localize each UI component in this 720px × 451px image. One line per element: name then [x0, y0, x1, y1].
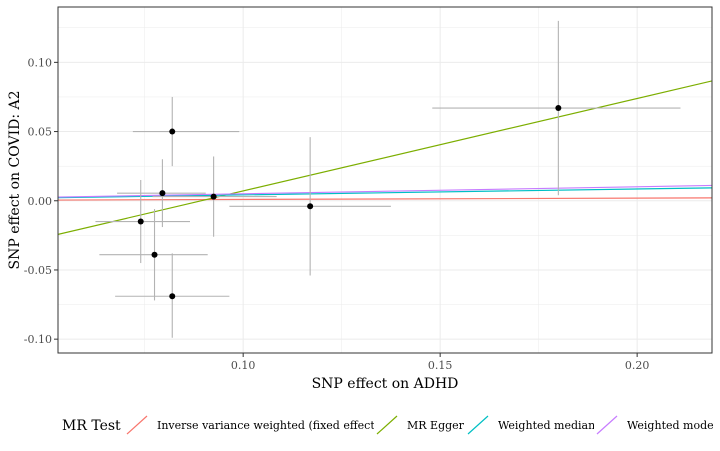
- grid: [58, 7, 712, 353]
- x-tick-label-0: 0.10: [231, 359, 256, 372]
- legend-label-2: Weighted median: [498, 419, 595, 432]
- x-tick-label-1: 0.15: [428, 359, 453, 372]
- data-point-1: [159, 190, 166, 197]
- legend-key-3: [596, 415, 618, 435]
- regression-line-1: [58, 80, 712, 235]
- regression-lines: [58, 80, 712, 235]
- regression-line-2: [58, 187, 712, 199]
- legend-title: MR Test: [62, 418, 121, 434]
- panel-border: [57, 6, 713, 354]
- data-point-5: [210, 193, 217, 200]
- error-bars: [95, 20, 681, 338]
- legend-label-1: MR Egger: [407, 419, 465, 432]
- legend-key-2: [467, 415, 489, 435]
- legend-key-0: [126, 415, 148, 435]
- axis-ticks: 0.10 0.15 0.20 0.10 0.05 0.00 -0.05 -0.10: [24, 56, 650, 372]
- regression-line-3: [58, 184, 712, 198]
- legend: MR Test Inverse variance weighted (fixed…: [62, 413, 714, 437]
- legend-label-3: Weighted mode: [627, 419, 714, 432]
- y-tick-label-1: 0.05: [28, 126, 53, 139]
- y-tick-label-2: 0.00: [28, 195, 53, 208]
- data-point-2: [137, 218, 144, 225]
- data-point-4: [169, 293, 176, 300]
- data-points: [137, 105, 562, 300]
- x-axis-title: SNP effect on ADHD: [312, 376, 459, 392]
- y-tick-label-4: -0.10: [24, 333, 52, 346]
- data-point-6: [307, 203, 314, 210]
- regression-line-0: [58, 197, 712, 201]
- legend-label-0: Inverse variance weighted (fixed effects…: [157, 419, 385, 432]
- y-axis-title: SNP effect on COVID: A2: [7, 90, 23, 269]
- data-point-0: [169, 128, 176, 135]
- x-tick-label-2: 0.20: [625, 359, 650, 372]
- legend-key-1: [376, 415, 398, 435]
- y-tick-label-0: 0.10: [28, 56, 53, 69]
- data-point-3: [151, 251, 158, 258]
- data-point-7: [555, 105, 562, 112]
- y-tick-label-3: -0.05: [24, 264, 52, 277]
